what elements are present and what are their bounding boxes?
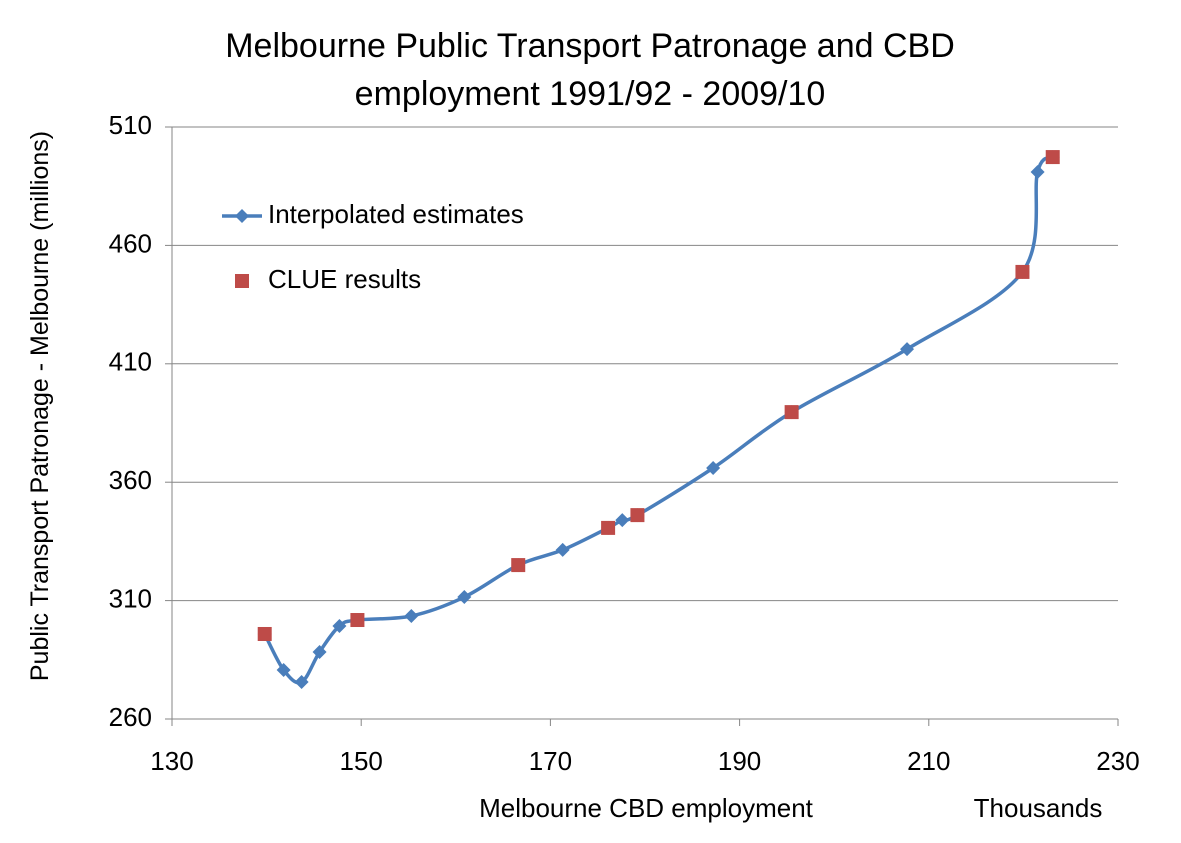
x-tick-label: 130: [150, 746, 193, 776]
y-tick-label: 460: [109, 228, 152, 258]
data-point: [630, 508, 645, 523]
data-point: [1045, 150, 1060, 165]
data-point: [312, 644, 327, 659]
y-tick-label: 310: [109, 583, 152, 613]
x-unit-label: Thousands: [974, 793, 1103, 823]
data-point: [555, 542, 570, 557]
y-axis-label: Public Transport Patronage - Melbourne (…: [26, 130, 54, 682]
x-tick-label: 210: [907, 746, 950, 776]
data-point: [350, 613, 365, 628]
data-point: [615, 513, 630, 528]
y-tick-label: 410: [109, 347, 152, 377]
x-tick-label: 230: [1096, 746, 1139, 776]
x-axis-label: Melbourne CBD employment: [479, 793, 814, 823]
legend-marker: [235, 209, 249, 223]
legend-label: CLUE results: [268, 264, 421, 294]
data-point: [784, 405, 799, 420]
data-point: [1015, 264, 1030, 279]
y-tick-label: 360: [109, 465, 152, 495]
data-point: [257, 626, 272, 641]
data-point: [601, 520, 616, 535]
chart-title: Melbourne Public Transport Patronage and…: [225, 27, 955, 113]
data-point: [276, 662, 291, 677]
x-tick-label: 150: [340, 746, 383, 776]
y-tick-label: 510: [109, 110, 152, 140]
data-point: [1030, 164, 1045, 179]
data-point: [706, 460, 721, 475]
data-point: [900, 342, 915, 357]
data-point: [294, 675, 309, 690]
x-tick-label: 190: [718, 746, 761, 776]
data-point: [404, 608, 419, 623]
y-tick-label: 260: [109, 702, 152, 732]
legend-marker: [235, 274, 249, 288]
series-line: [263, 155, 1054, 685]
data-point: [511, 558, 526, 573]
data-point: [332, 618, 347, 633]
legend-label: Interpolated estimates: [268, 199, 524, 229]
x-tick-label: 170: [529, 746, 572, 776]
data-point: [457, 590, 472, 605]
